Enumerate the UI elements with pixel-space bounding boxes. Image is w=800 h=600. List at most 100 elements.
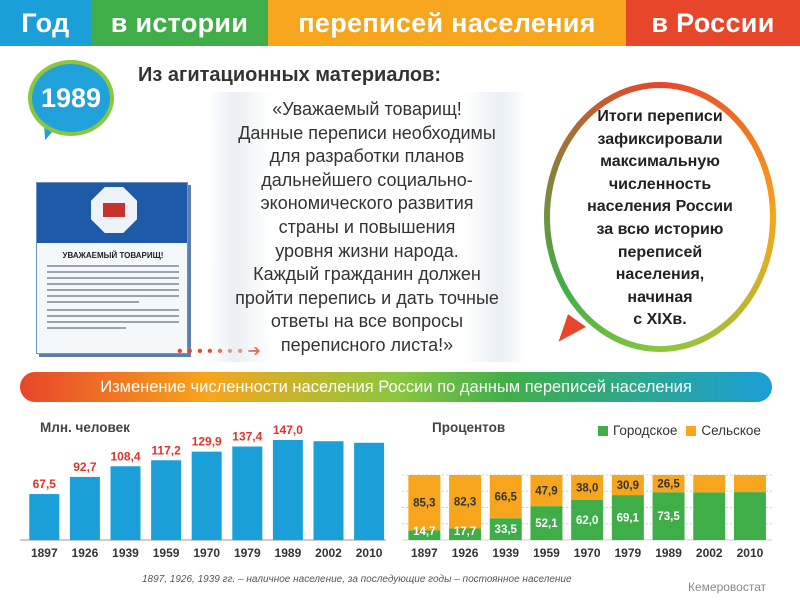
population-tick-2010: 2010 [356,546,383,560]
urban-rural-tick-1979: 1979 [614,546,641,560]
result-line-5: населения России [587,198,733,216]
legend-swatch-urban [598,425,608,436]
rural-bar-1926 [449,475,482,529]
urban-value-1897: 14,7 [413,526,435,538]
urban-bar-1959 [530,506,563,540]
header-segment-4: в России [626,0,800,46]
quote-line-1: «Уважаемый товарищ! [272,99,462,119]
population-bar-1897 [29,494,60,540]
result-line-3: максимальную [600,153,720,171]
population-value-1989: 147,0 [273,423,303,437]
population-tick-1959: 1959 [153,546,180,560]
urban-bar-2010 [733,492,766,540]
population-bar-2010 [354,442,385,540]
leaflet-heading: УВАЖАЕМЫЙ ТОВАРИЩ! [62,251,164,260]
urban-rural-legend: Городское Сельское [598,423,770,438]
legend-label-urban: Городское [613,423,678,438]
urban-bar-1979 [611,495,644,540]
result-line-10: с XIXв. [633,311,687,329]
leaflet-text-lines [47,265,179,333]
result-line-4: численность [608,175,712,193]
population-bar-1989 [272,440,303,540]
urban-bar-1970 [571,499,604,540]
population-value-1939: 108,4 [110,449,140,463]
result-text: Итоги переписи зафиксировали максимальную ч… [560,106,760,332]
agitation-title: Из агитационных материалов: [138,64,442,86]
legend-swatch-rural [686,425,697,436]
population-tick-1926: 1926 [72,546,99,560]
population-value-1970: 129,9 [192,435,222,449]
quote-panel: «Уважаемый товарищ! Данные переписи необх… [208,92,526,362]
urban-rural-tick-1959: 1959 [533,546,560,560]
population-tick-1939: 1939 [112,546,139,560]
quote-line-9: пройти перепись и дать точные [235,287,499,308]
urban-rural-tick-2010: 2010 [737,546,764,560]
result-line-6: за всю историю [596,220,724,238]
rural-value-1926: 82,3 [454,497,476,509]
rural-bar-1989 [652,475,685,493]
urban-rural-tick-1939: 1939 [492,546,519,560]
rural-bar-1970 [571,475,604,500]
leaflet-image: УВАЖАЕМЫЙ ТОВАРИЩ! [36,182,188,354]
population-tick-1897: 1897 [31,546,58,560]
year-label: 1989 [40,82,102,113]
year-bubble: 1989 [28,60,114,136]
header-segment-2: в истории [91,0,268,46]
urban-value-1970: 62,0 [576,515,598,527]
urban-rural-chart-ylabel: Процентов [432,420,506,435]
urban-value-1959: 52,1 [535,518,558,530]
rural-value-1959: 47,9 [535,486,557,498]
urban-bar-2002 [693,492,726,540]
population-value-1897: 67,5 [33,477,57,491]
source-label: Кемеровостат [688,580,767,594]
quote-line-8: Каждый гражданин должен [253,264,481,285]
urban-rural-tick-1970: 1970 [574,546,601,560]
rural-value-1979: 30,9 [617,480,639,492]
section-banner: Изменение численности населения России п… [20,372,772,402]
urban-bar-1897 [408,530,441,540]
urban-rural-tick-1897: 1897 [411,546,438,560]
quote-line-11: переписного листа!» [280,334,454,355]
population-value-1959: 117,2 [151,443,181,457]
legend-item-rural: Сельское [686,423,761,438]
urban-value-1979: 69,1 [617,513,640,525]
rural-value-1970: 38,0 [576,482,598,494]
header-bar: Год в истории переписей населения в Росс… [0,0,800,46]
header-segment-3: переписей населения [268,0,626,46]
population-bar-1979 [232,446,263,540]
result-line-8: населения, [615,266,705,284]
header-segment-1: Год [0,0,91,46]
urban-rural-tick-1989: 1989 [655,546,682,560]
quote-line-4: дальнейшего социально- [261,169,473,190]
result-line-2: зафиксировали [597,130,723,148]
census-emblem-icon [91,187,137,233]
legend-label-rural: Сельское [701,423,761,438]
quote-line-3: для разработки планов [269,146,465,167]
rural-bar-1897 [408,475,441,531]
population-tick-1979: 1979 [234,546,261,560]
population-bar-1959 [151,460,182,540]
agitation-quote: «Уважаемый товарищ! Данные переписи необх… [208,98,526,358]
rural-value-1897: 85,3 [413,498,435,510]
result-bubble [544,82,776,352]
rural-bar-2010 [733,475,766,493]
quote-line-10: ответы на все вопросы [270,311,464,332]
population-tick-1970: 1970 [193,546,220,560]
urban-value-1926: 17,7 [454,526,476,538]
result-line-1: Итоги переписи [597,108,723,125]
legend-item-urban: Городское [598,423,677,438]
result-line-7: переписей [617,243,703,261]
urban-rural-tick-2002: 2002 [696,546,723,560]
result-line-9: начиная [627,288,693,306]
urban-bar-1926 [449,528,482,540]
population-bar-1926 [69,476,100,540]
quote-line-5: экономического развития [260,193,474,214]
quote-line-7: уровня жизни народа. [275,240,459,261]
population-bar-1939 [110,466,141,540]
population-tick-2002: 2002 [315,546,342,560]
urban-value-1989: 73,5 [657,511,680,523]
urban-rural-tick-1926: 1926 [452,546,479,560]
rural-bar-1979 [611,475,644,496]
